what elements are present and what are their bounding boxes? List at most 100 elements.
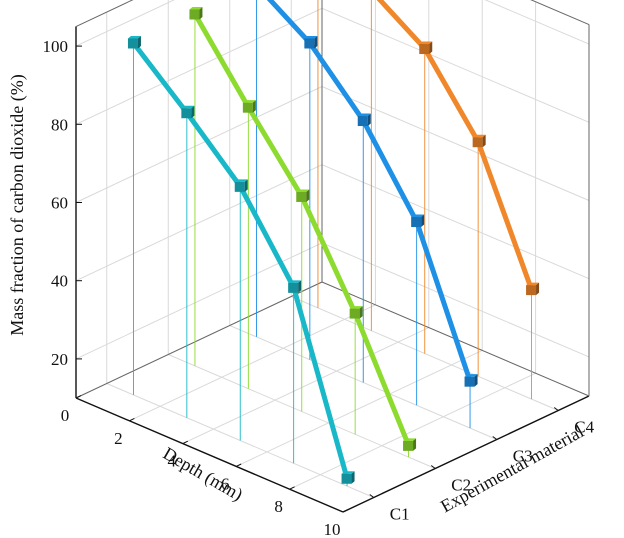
x-tick-mark xyxy=(129,417,135,422)
box-edge xyxy=(530,0,590,26)
marker-side xyxy=(252,100,256,113)
data-point-marker xyxy=(189,7,203,20)
x-tick-label: 0 xyxy=(61,406,70,425)
z-tick-label: 60 xyxy=(51,194,68,213)
series-c1 xyxy=(127,36,355,484)
marker-top xyxy=(403,438,417,441)
x-tick-mark xyxy=(235,463,242,467)
marker-top xyxy=(181,105,195,109)
marker-face xyxy=(357,116,368,127)
marker-side xyxy=(482,134,486,148)
marker-side xyxy=(244,179,248,192)
marker-side xyxy=(314,35,318,49)
marker-side xyxy=(298,280,302,293)
marker-top xyxy=(242,100,256,103)
marker-side xyxy=(429,41,433,55)
marker-face xyxy=(419,44,430,55)
marker-top xyxy=(304,35,318,39)
x-tick-mark xyxy=(75,395,82,399)
y-tick-mark xyxy=(492,436,498,440)
marker-face xyxy=(181,108,192,119)
marker-top xyxy=(357,113,371,117)
marker-face xyxy=(526,285,537,296)
marker-face xyxy=(341,473,352,484)
y-tick-label: C2 xyxy=(451,476,471,495)
back-wall-grid-line xyxy=(75,0,175,47)
marker-side xyxy=(191,105,195,119)
marker-side xyxy=(199,7,203,20)
data-point-marker xyxy=(242,100,256,113)
x-tick-mark xyxy=(289,486,295,490)
marker-face xyxy=(189,9,200,20)
side-wall-grid-line xyxy=(321,7,590,123)
side-wall-grid-line xyxy=(484,0,590,45)
marker-top xyxy=(349,306,363,309)
data-point-marker xyxy=(296,189,310,202)
marker-face xyxy=(472,137,483,148)
y-tick-mark xyxy=(553,407,559,411)
marker-top xyxy=(189,7,203,10)
marker-face xyxy=(411,217,422,228)
marker-top xyxy=(419,41,433,45)
back-wall-grid-line xyxy=(75,7,323,125)
marker-side xyxy=(474,374,478,387)
data-point-marker xyxy=(181,105,195,119)
drop-lines xyxy=(132,0,532,487)
marker-top xyxy=(296,189,310,192)
data-point-marker xyxy=(472,134,486,148)
data-point-marker xyxy=(357,113,371,127)
data-point-marker xyxy=(288,280,302,293)
marker-top xyxy=(411,214,425,218)
data-point-marker xyxy=(411,214,425,228)
marker-side xyxy=(536,282,540,296)
marker-top xyxy=(341,471,355,474)
z-tick-label: 20 xyxy=(51,350,68,369)
side-wall-grid-line xyxy=(321,164,590,280)
x-tick-label: 6 xyxy=(221,474,230,493)
series-c3 xyxy=(266,0,478,387)
back-wall-grid-line xyxy=(75,86,323,203)
y-axis-line xyxy=(342,395,590,513)
floor-grid-line xyxy=(235,349,483,467)
side-wall-grid-line xyxy=(321,86,590,201)
y-axis-title: Experimental material xyxy=(437,421,587,516)
floor-grid-line xyxy=(129,304,376,422)
marker-face xyxy=(242,102,253,113)
marker-side xyxy=(413,438,417,451)
z-tick-label: 80 xyxy=(51,115,68,134)
marker-face xyxy=(403,440,414,451)
marker-side xyxy=(306,189,310,202)
data-point-marker xyxy=(403,438,417,451)
marker-top xyxy=(464,374,478,377)
marker-side xyxy=(421,214,425,228)
side-wall-grid-line xyxy=(321,242,590,358)
marker-top xyxy=(472,134,486,138)
series-layer xyxy=(127,0,540,484)
marker-top xyxy=(234,179,248,182)
marker-face xyxy=(349,308,360,319)
data-point-marker xyxy=(341,471,355,484)
data-point-marker xyxy=(127,36,141,49)
x-tick-label: 10 xyxy=(324,520,341,538)
marker-face xyxy=(464,376,475,387)
marker-face xyxy=(127,38,138,49)
floor-grid-line xyxy=(182,327,430,445)
data-point-marker xyxy=(464,374,478,387)
marker-top xyxy=(526,282,540,286)
marker-side xyxy=(137,36,141,49)
series-c2 xyxy=(189,7,417,451)
z-tick-label: 100 xyxy=(43,37,69,56)
marker-face xyxy=(304,38,315,49)
marker-side xyxy=(367,113,371,127)
z-axis-title: Mass fraction of carbon dioxide (%) xyxy=(7,74,28,335)
marker-side xyxy=(351,471,355,484)
floor-grid-line xyxy=(289,372,536,490)
y-tick-mark xyxy=(369,494,375,498)
data-point-marker xyxy=(304,35,318,49)
data-point-marker xyxy=(419,41,433,55)
marker-face xyxy=(288,282,299,293)
y-tick-label: C4 xyxy=(574,418,594,437)
box-edge xyxy=(75,281,323,399)
marker-top xyxy=(127,36,141,39)
